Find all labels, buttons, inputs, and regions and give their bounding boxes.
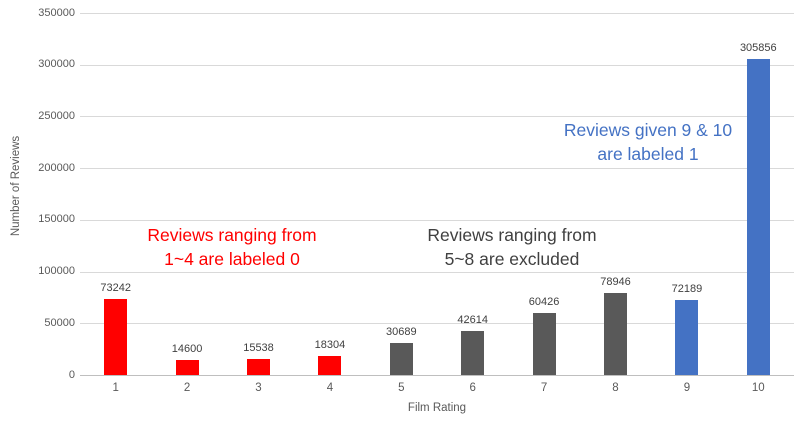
gridline: [80, 323, 794, 325]
annotation-group-1: Reviews given 9 & 10 are labeled 1: [498, 118, 798, 166]
bar: [675, 300, 699, 375]
gridline: [80, 271, 794, 273]
annotation-line: 5~8 are excluded: [444, 249, 580, 269]
x-tick-label: 1: [112, 382, 119, 394]
bar-value-label: 15538: [243, 341, 274, 354]
y-tick-label: 50000: [44, 316, 75, 329]
bar: [247, 358, 270, 375]
bar-value-label: 30689: [386, 326, 417, 339]
annotation-line: are labeled 1: [597, 144, 699, 164]
x-tick-label: 5: [398, 382, 405, 394]
x-tick-label: 4: [326, 382, 334, 394]
bar-value-label: 78946: [600, 276, 631, 289]
annotation-group-0: Reviews ranging from 1~4 are labeled 0: [82, 223, 382, 271]
x-tick-label: 10: [751, 382, 765, 394]
y-tick-label: 200000: [38, 161, 75, 174]
y-tick-label: 0: [68, 368, 75, 381]
y-tick-label: 100000: [38, 265, 75, 278]
bar: [532, 312, 556, 375]
x-tick-label: 9: [683, 382, 691, 394]
bar: [746, 58, 770, 375]
annotation-line: Reviews given 9 & 10: [563, 120, 733, 140]
annotation-line: Reviews ranging from: [147, 225, 317, 245]
x-axis-line: [80, 375, 794, 376]
annotation-group-excluded: Reviews ranging from 5~8 are excluded: [362, 223, 662, 271]
gridline: [80, 64, 794, 66]
bar: [104, 299, 128, 375]
bar-value-label: 73242: [100, 282, 131, 295]
gridline: [80, 116, 794, 118]
bar-value-label: 18304: [314, 339, 346, 352]
y-tick-label: 150000: [38, 213, 75, 226]
x-tick-label: 2: [183, 382, 191, 394]
y-tick-label: 350000: [38, 6, 75, 19]
bar-value-label: 14600: [171, 342, 203, 355]
x-tick-label: 8: [612, 382, 619, 394]
bar: [604, 293, 627, 375]
bar-value-label: 60426: [528, 295, 560, 308]
x-axis-title: Film Rating: [407, 402, 467, 414]
bar-value-label: 305856: [739, 41, 777, 54]
bar: [389, 343, 413, 375]
x-tick-label: 3: [255, 382, 262, 394]
y-tick-label: 250000: [38, 109, 75, 122]
gridline: [80, 13, 794, 14]
x-tick-label: 7: [540, 382, 548, 394]
bar: [175, 359, 199, 375]
x-tick-label: 6: [469, 382, 476, 394]
gridline: [80, 219, 794, 221]
annotation-line: Reviews ranging from: [427, 225, 597, 245]
annotation-line: 1~4 are labeled 0: [164, 249, 300, 269]
y-tick-label: 300000: [38, 58, 75, 71]
bar-value-label: 72189: [671, 283, 703, 296]
bar-value-label: 42614: [457, 313, 488, 326]
bar: [318, 356, 342, 375]
gridline: [80, 168, 794, 170]
bar: [461, 330, 485, 375]
